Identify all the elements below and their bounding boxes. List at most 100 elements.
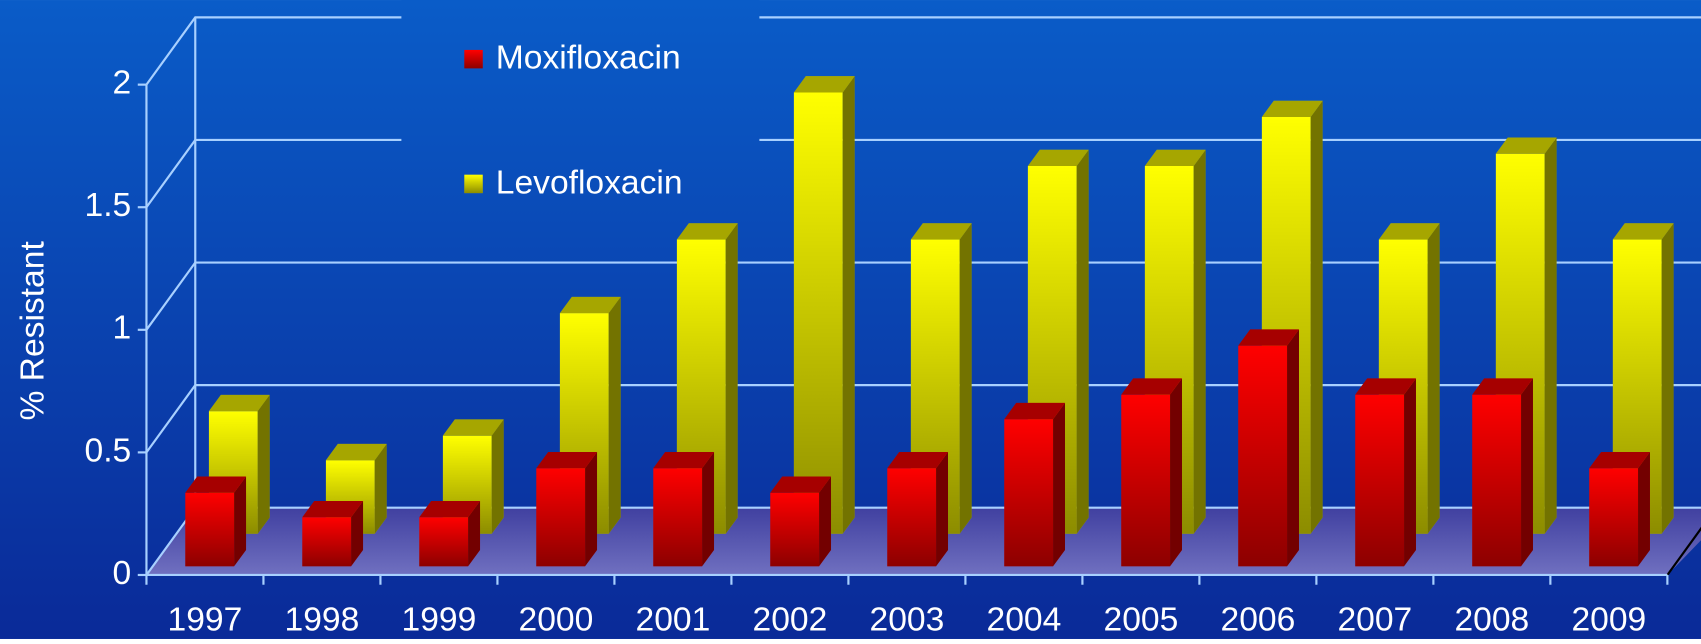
bar-side-shade [725, 223, 738, 534]
legend-label: Levofloxacin [496, 164, 683, 201]
bar-side-shade [1638, 451, 1650, 567]
bar-front-shade [302, 517, 352, 567]
bar-side-shade [351, 500, 364, 567]
bar-side-shade [1170, 378, 1182, 567]
bar-front-shade [536, 468, 586, 567]
floor-edge [1666, 526, 1701, 576]
bar-front-shade [1355, 394, 1405, 567]
bar-side-shade [491, 419, 504, 534]
x-tick-label: 2009 [1571, 601, 1646, 638]
bar-side-shade [585, 451, 598, 567]
legend-swatch-shade [464, 174, 483, 194]
bar [1355, 378, 1416, 567]
bar-top [536, 451, 598, 469]
bar-top-shade [1004, 402, 1066, 420]
bar [793, 76, 855, 534]
bar-front-shade [185, 492, 235, 567]
bar-top-shade [208, 394, 270, 412]
bar-side-shade [702, 451, 715, 567]
bar-top-shade [1495, 137, 1557, 154]
bar-side-shade [1053, 402, 1066, 567]
bar-top-shade [1355, 378, 1416, 395]
bar-side-shade [374, 443, 387, 534]
bar-top [1612, 223, 1674, 240]
x-tick-label: 2008 [1454, 601, 1529, 638]
legend-box [401, 0, 760, 250]
bar [1238, 329, 1299, 567]
bar-side-shade [1521, 378, 1533, 567]
legend-swatch-shade [464, 49, 483, 69]
bar-top [1238, 329, 1299, 346]
bar-top [419, 500, 481, 518]
legend-label: Moxifloxacin [496, 40, 681, 77]
bar-top [653, 451, 715, 469]
bar-top [1378, 223, 1440, 240]
bar-top-shade [676, 223, 738, 240]
bar-top [1261, 100, 1323, 117]
bar-top [676, 223, 738, 240]
x-tick-label: 1997 [168, 601, 243, 638]
bar-top [559, 296, 621, 314]
x-tick-label: 2004 [987, 601, 1062, 638]
bar-front-shade [653, 468, 703, 567]
bar-front-shade [1121, 394, 1171, 567]
bar-top-shade [1589, 451, 1650, 469]
bar-top-shade [653, 451, 715, 469]
bar-top-shade [1121, 378, 1182, 395]
bar [185, 476, 247, 567]
legend: Moxifloxacin Levofloxacin [401, 0, 760, 250]
bar-side-shade [608, 296, 621, 534]
bar [302, 500, 364, 567]
bar-top-shade [419, 500, 481, 518]
bar-side-shade [842, 76, 855, 534]
bar-top-shade [325, 443, 387, 461]
x-tick-label: 2001 [636, 601, 711, 638]
bar-top [770, 476, 832, 493]
bar-top-shade [793, 76, 855, 93]
bar-front-shade [419, 517, 469, 567]
y-tick-label: 0 [113, 555, 132, 592]
bar-top [1121, 378, 1182, 395]
bar-side-shade [1287, 329, 1299, 567]
x-tick-label: 2000 [519, 601, 594, 638]
bar-front-shade [887, 468, 937, 567]
bar-top-shade [910, 223, 972, 240]
x-tick-label: 2002 [753, 601, 828, 638]
y-tick-label: 1 [113, 310, 132, 347]
x-tick-label: 1998 [285, 601, 360, 638]
bar [887, 451, 949, 567]
bar [1144, 149, 1206, 534]
bar-top-shade [1612, 223, 1674, 240]
bar-front-shade [770, 492, 820, 567]
bar-side-shade [1404, 378, 1416, 567]
bar [1589, 451, 1650, 567]
bar-top-shade [1144, 149, 1206, 166]
bar-top [185, 476, 247, 493]
x-tick-label: 2005 [1104, 601, 1179, 638]
bar-top-shade [770, 476, 832, 493]
grid-line [145, 16, 1701, 86]
bar-side-shade [257, 394, 270, 534]
bar [1004, 402, 1066, 567]
bar-top [793, 76, 855, 93]
y-axis-label: % Resistant [15, 241, 52, 421]
bar-side-shade [1427, 223, 1440, 534]
bar-top [1495, 137, 1557, 154]
bar-side-shade [1076, 149, 1089, 534]
x-tick-label: 2007 [1337, 601, 1412, 638]
bar-top [208, 394, 270, 412]
bar-top-shade [185, 476, 247, 493]
bar-top-shade [536, 451, 598, 469]
bar-top [302, 500, 364, 518]
x-tick-label: 1999 [402, 601, 477, 638]
x-tick-label: 2003 [870, 601, 945, 638]
bar [536, 451, 598, 567]
bar [419, 500, 481, 567]
bar-top-shade [1027, 149, 1089, 166]
bar-top-shade [1378, 223, 1440, 240]
bar-top-shade [1238, 329, 1299, 346]
bar-top-shade [442, 419, 504, 436]
y-tick-label: 0.5 [85, 432, 132, 469]
bar-front-shade [1238, 345, 1288, 567]
